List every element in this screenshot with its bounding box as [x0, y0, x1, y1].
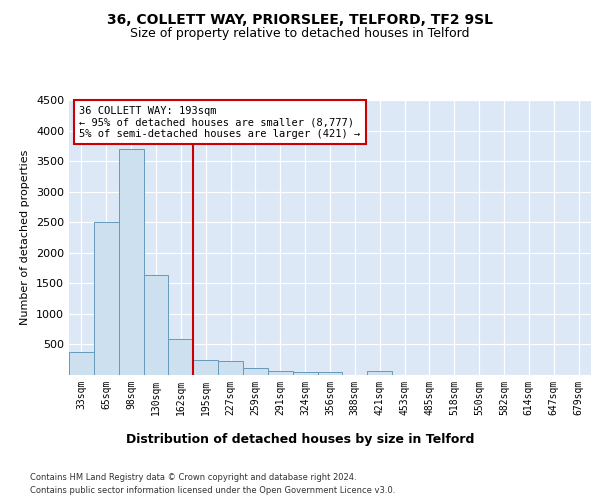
- Bar: [169, 339, 193, 375]
- Bar: [243, 368, 268, 375]
- Text: 36, COLLETT WAY, PRIORSLEE, TELFORD, TF2 9SL: 36, COLLETT WAY, PRIORSLEE, TELFORD, TF2…: [107, 12, 493, 26]
- Bar: [317, 372, 343, 375]
- Bar: [268, 370, 293, 375]
- Bar: [69, 352, 94, 375]
- Bar: [367, 372, 392, 375]
- Bar: [94, 222, 119, 375]
- Text: Distribution of detached houses by size in Telford: Distribution of detached houses by size …: [126, 432, 474, 446]
- Bar: [218, 361, 243, 375]
- Y-axis label: Number of detached properties: Number of detached properties: [20, 150, 31, 325]
- Bar: [143, 276, 169, 375]
- Bar: [119, 149, 143, 375]
- Bar: [293, 372, 317, 375]
- Text: Contains public sector information licensed under the Open Government Licence v3: Contains public sector information licen…: [30, 486, 395, 495]
- Text: 36 COLLETT WAY: 193sqm
← 95% of detached houses are smaller (8,777)
5% of semi-d: 36 COLLETT WAY: 193sqm ← 95% of detached…: [79, 106, 361, 138]
- Bar: [193, 360, 218, 375]
- Text: Contains HM Land Registry data © Crown copyright and database right 2024.: Contains HM Land Registry data © Crown c…: [30, 472, 356, 482]
- Text: Size of property relative to detached houses in Telford: Size of property relative to detached ho…: [130, 28, 470, 40]
